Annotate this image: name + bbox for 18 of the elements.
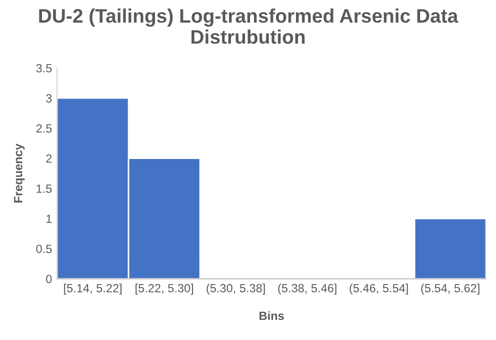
x-tick-label: [5.22, 5.30] — [136, 284, 193, 295]
y-tick-label: 3 — [46, 94, 52, 103]
x-tick-label: [5.14, 5.22] — [64, 284, 122, 295]
y-tick-label: 1.5 — [36, 184, 52, 193]
x-axis-title: Bins — [260, 311, 284, 320]
y-tick-label: 0.5 — [36, 244, 52, 254]
bar — [414, 218, 486, 279]
y-tick-label: 1 — [46, 214, 52, 223]
x-tick-label: (5.46, 5.54] — [350, 284, 408, 295]
y-tick-label: 2.5 — [36, 124, 52, 133]
y-tick-label: 2 — [46, 154, 52, 163]
y-axis-title: Frequency — [14, 144, 25, 202]
x-tick-label: (5.38, 5.46] — [278, 284, 336, 295]
y-tick-label: 0 — [46, 274, 52, 284]
x-tick-label: (5.30, 5.38] — [206, 284, 265, 295]
y-tick-label: 3.5 — [36, 64, 52, 72]
x-tick-label: (5.54, 5.62] — [421, 284, 480, 295]
chart-title: DU-2 (Tailings) Log-transformed Arsenic Data Distrubution — [39, 8, 458, 44]
